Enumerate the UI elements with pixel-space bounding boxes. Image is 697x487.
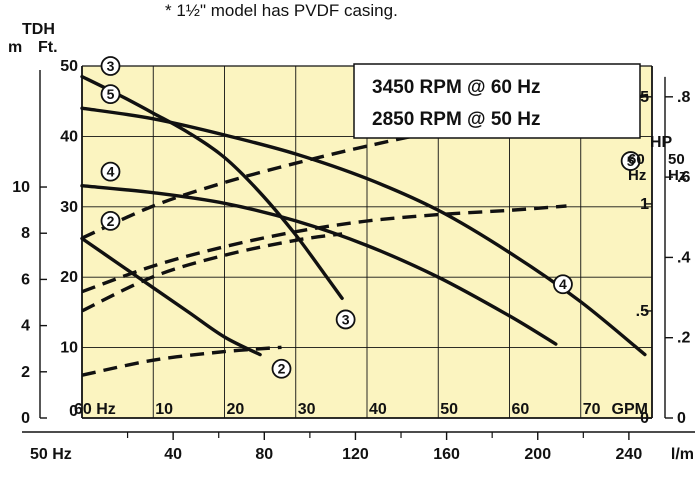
hp-curve-model-3 <box>81 232 343 313</box>
ft-tick-label: 40 <box>60 128 78 145</box>
model-marker-label-3: 3 <box>107 58 115 74</box>
hp50-tick-label: 0 <box>677 410 686 427</box>
model-marker-circle-3 <box>335 309 356 330</box>
head-curve-model-3 <box>80 74 344 300</box>
hp50-tick-label: .4 <box>677 249 690 266</box>
rpm-50hz-label: 2850 RPM @ 50 Hz <box>372 109 541 130</box>
lm-tick-label: 120 <box>342 446 369 463</box>
hp-axis-title: HP <box>650 134 673 151</box>
m-tick-label: 8 <box>21 225 30 242</box>
ft-tick-label: 30 <box>60 199 78 216</box>
model-marker-circle-5 <box>100 84 121 105</box>
gpm-tick-label: 50 <box>440 401 458 418</box>
gpm-tick-label: 30 <box>298 401 316 418</box>
hp-curve-model-4 <box>81 204 567 294</box>
gpm-tick-label: 60 <box>512 401 530 418</box>
m-tick-label: 2 <box>21 364 30 381</box>
model-marker-circle-2 <box>271 358 292 379</box>
model-marker-label-5: 5 <box>107 86 115 102</box>
gpm-tick-label: 70 <box>583 401 601 418</box>
left-unit-m: m <box>8 39 22 56</box>
hp50-tick-label: .6 <box>677 169 690 186</box>
rpm-legend-box <box>353 63 641 139</box>
model-marker-label-3: 3 <box>342 311 350 327</box>
ft-tick-label: 50 <box>60 58 78 75</box>
model-marker-circle-2 <box>100 210 121 231</box>
lm-tick-label: 80 <box>255 446 273 463</box>
model-marker-circle-4 <box>100 161 121 182</box>
chart-note: * 1½" model has PVDF casing. <box>165 1 398 20</box>
head-curve-model-2 <box>80 236 262 357</box>
lm-tick-label: 200 <box>524 446 551 463</box>
hp60-tick-label: 1 <box>640 196 649 213</box>
gpm-tick-label: 40 <box>369 401 387 418</box>
rpm-60hz-label: 3450 RPM @ 60 Hz <box>372 77 541 98</box>
m-tick-label: 6 <box>21 271 30 288</box>
head-curve-model-4 <box>80 184 558 346</box>
model-marker-label-2: 2 <box>278 361 286 377</box>
ft-tick-label: 0 <box>69 403 78 420</box>
gpm-hz-prefix: 60 Hz <box>74 401 116 418</box>
ft-tick-label: 20 <box>60 269 78 286</box>
lm-tick-label: 40 <box>164 446 182 463</box>
left-axis-title: TDH <box>22 21 55 38</box>
hp50-tick-label: .2 <box>677 330 690 347</box>
lm-unit-label: l/m <box>671 446 694 463</box>
lm-hz-prefix: 50 Hz <box>30 446 72 463</box>
model-marker-circle-3 <box>100 56 121 76</box>
lm-tick-label: 240 <box>616 446 643 463</box>
hp60-tick-label: 0 <box>640 410 649 427</box>
model-marker-label-5: 5 <box>627 153 635 169</box>
model-marker-circle-4 <box>553 274 573 295</box>
hp-60hz-title: 60 Hz <box>628 151 646 184</box>
model-marker-label-2: 2 <box>107 213 115 229</box>
hp-curve-model-2 <box>81 345 282 377</box>
hp50-tick-label: .8 <box>677 89 690 106</box>
gpm-tick-label: 20 <box>227 401 245 418</box>
gpm-tick-label: 10 <box>155 401 173 418</box>
m-tick-label: 10 <box>12 179 30 196</box>
model-marker-circle-5 <box>620 151 641 171</box>
model-marker-label-4: 4 <box>559 276 567 292</box>
m-tick-label: 4 <box>21 318 30 335</box>
hp60-tick-label: .5 <box>636 303 649 320</box>
left-unit-ft: Ft. <box>38 39 58 56</box>
model-marker-label-4: 4 <box>107 164 115 180</box>
lm-tick-label: 160 <box>433 446 460 463</box>
hp-50hz-title: 50 Hz <box>668 151 686 184</box>
gpm-unit-label: GPM <box>612 401 648 418</box>
ft-tick-label: 10 <box>60 340 78 357</box>
m-tick-label: 0 <box>21 410 30 427</box>
